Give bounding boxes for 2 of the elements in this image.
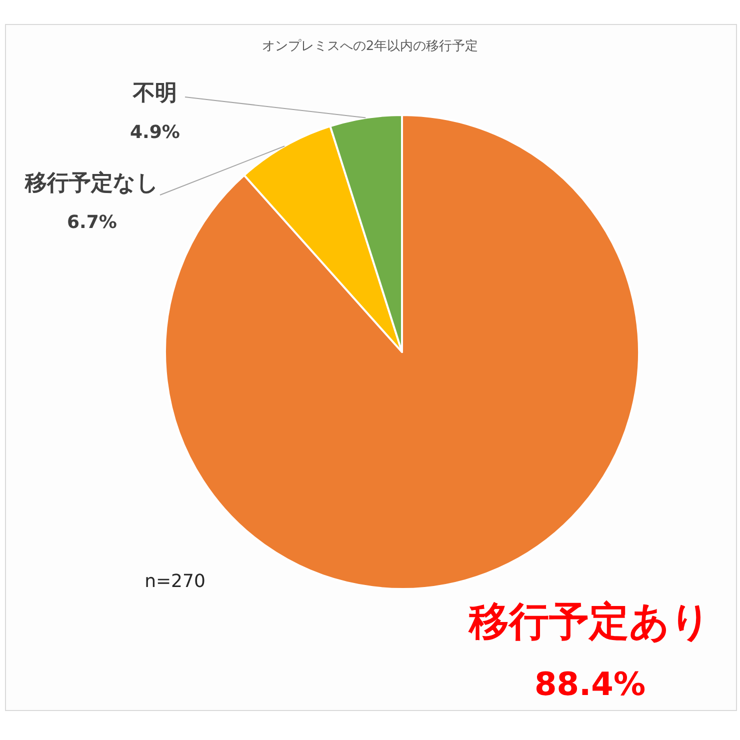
annotation: n=270 — [144, 571, 206, 592]
title: オンプレミスへの2年以内の移行予定 — [262, 39, 478, 54]
